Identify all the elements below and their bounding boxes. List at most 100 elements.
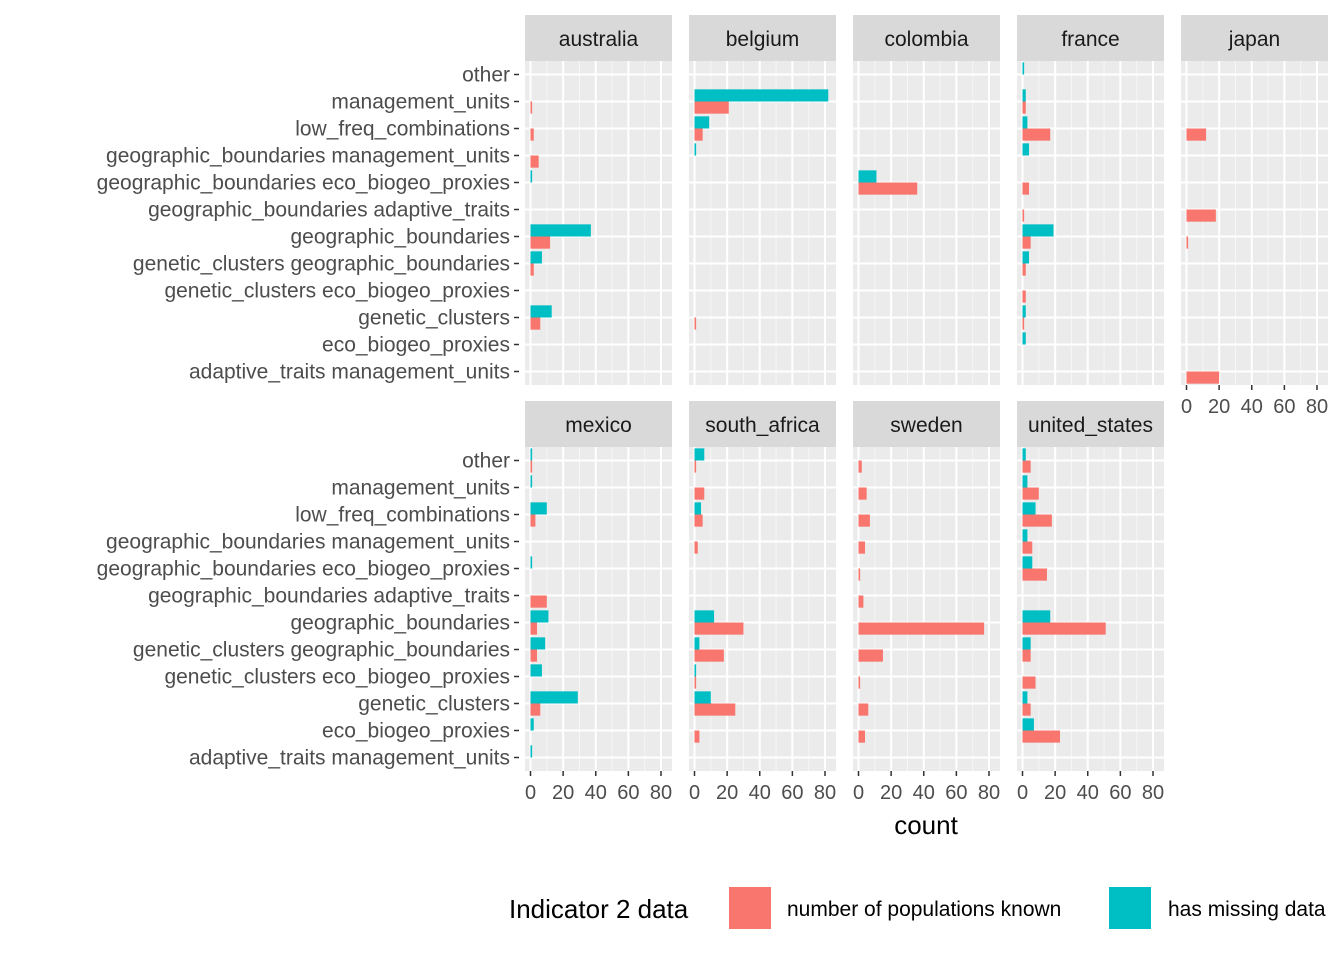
bar-missing-australia-5 <box>530 224 591 237</box>
category-label: genetic_clusters eco_biogeo_proxies <box>164 666 510 689</box>
category-label: genetic_clusters geographic_boundaries <box>133 639 510 662</box>
facet-strip <box>853 15 1000 61</box>
category-label: genetic_clusters geographic_boundaries <box>133 253 510 276</box>
x-tick-label: 80 <box>814 782 836 804</box>
category-labels-row-1: adaptive_traits management_units eco_biog… <box>97 64 519 384</box>
category-label: adaptive_traits management_units <box>189 361 510 384</box>
category-label: geographic_boundaries <box>290 226 510 249</box>
x-tick-label: 60 <box>617 782 639 804</box>
bar-missing-australia-2 <box>530 305 552 318</box>
x-tick-label: 40 <box>1241 396 1263 418</box>
bar-known-sweden-3 <box>858 676 861 689</box>
facet-panel-japan: japan 0 20 40 60 80 <box>1181 15 1328 418</box>
x-tick-label: 0 <box>525 782 536 804</box>
panel-background <box>853 447 1000 771</box>
x-tick-label: 40 <box>913 782 935 804</box>
panel-background <box>853 61 1000 385</box>
facet-strip-label: japan <box>1228 28 1280 51</box>
bar-missing-south_africa-3 <box>694 664 697 677</box>
bar-missing-south_africa-11 <box>694 448 705 461</box>
bar-missing-south_africa-5 <box>694 610 715 623</box>
bar-known-united_states-10 <box>1022 487 1039 500</box>
bar-known-australia-10 <box>530 101 533 114</box>
bar-missing-france-10 <box>1022 89 1026 102</box>
bar-missing-united_states-9 <box>1022 502 1036 515</box>
x-tick-label: 60 <box>781 782 803 804</box>
bar-known-united_states-3 <box>1022 676 1036 689</box>
x-tick-label: 80 <box>1306 396 1328 418</box>
x-axis-title: count <box>894 810 958 840</box>
facet-panels: australia belgium colombia france japan 0 20 40… <box>525 15 1328 804</box>
bar-known-australia-5 <box>530 236 551 249</box>
bar-known-south_africa-1 <box>694 730 700 743</box>
panel-background <box>689 447 836 771</box>
bar-known-belgium-10 <box>694 101 729 114</box>
panel-background <box>1181 61 1328 385</box>
facet-strip <box>1181 15 1328 61</box>
bar-missing-australia-7 <box>530 170 533 183</box>
bar-missing-south_africa-9 <box>694 502 702 515</box>
x-tick-label: 60 <box>945 782 967 804</box>
x-tick-label: 80 <box>978 782 1000 804</box>
category-label: geographic_boundaries adaptive_traits <box>148 199 510 222</box>
bar-missing-united_states-2 <box>1022 691 1028 704</box>
facet-panel-sweden: sweden 0 20 40 60 80 <box>853 401 1000 804</box>
bar-known-france-6 <box>1022 209 1025 222</box>
bar-known-mexico-4 <box>530 649 538 662</box>
bar-missing-france-1 <box>1022 332 1026 345</box>
facet-strip <box>853 401 1000 447</box>
bar-known-sweden-6 <box>858 595 864 608</box>
bar-known-france-4 <box>1022 263 1026 276</box>
category-label: management_units <box>331 477 510 500</box>
bar-known-mexico-9 <box>530 514 536 527</box>
panel-background <box>525 447 672 771</box>
category-label: other <box>462 64 510 87</box>
panel-background <box>1017 61 1164 385</box>
category-label: low_freq_combinations <box>295 118 510 141</box>
bar-known-south_africa-11 <box>694 460 697 473</box>
bar-missing-france-4 <box>1022 251 1030 264</box>
panel-background <box>525 61 672 385</box>
facet-panel-mexico: mexico 0 20 40 60 80 <box>525 401 672 804</box>
legend-label-known: number of populations known <box>787 898 1061 921</box>
bar-known-sweden-9 <box>858 514 870 527</box>
x-tick-label: 20 <box>716 782 738 804</box>
facet-strip-label: sweden <box>890 414 962 437</box>
bar-known-south_africa-8 <box>694 541 698 554</box>
bar-known-belgium-9 <box>694 128 703 141</box>
category-label: geographic_boundaries management_units <box>106 531 510 554</box>
facet-strip <box>1017 401 1164 447</box>
bar-known-united_states-4 <box>1022 649 1031 662</box>
category-label: low_freq_combinations <box>295 504 510 527</box>
bar-missing-australia-4 <box>530 251 542 264</box>
legend-key-known <box>729 887 771 929</box>
bar-missing-france-2 <box>1022 305 1026 318</box>
bar-known-colombia-7 <box>858 182 918 195</box>
bar-known-belgium-2 <box>694 317 697 330</box>
bar-known-sweden-10 <box>858 487 867 500</box>
bar-missing-mexico-9 <box>530 502 547 515</box>
category-label: eco_biogeo_proxies <box>322 720 510 743</box>
facet-panel-australia: australia <box>525 15 672 385</box>
x-tick-label: 0 <box>1017 782 1028 804</box>
bar-known-japan-6 <box>1186 209 1216 222</box>
bar-known-france-5 <box>1022 236 1031 249</box>
x-tick-label: 20 <box>552 782 574 804</box>
facet-panel-colombia: colombia <box>853 15 1000 385</box>
bar-known-united_states-1 <box>1022 730 1061 743</box>
bar-known-south_africa-2 <box>694 703 736 716</box>
bar-known-australia-8 <box>530 155 539 168</box>
category-labels-row-2: adaptive_traits management_units eco_biog… <box>97 450 519 770</box>
bar-known-sweden-1 <box>858 730 866 743</box>
x-tick-label: 40 <box>585 782 607 804</box>
category-label: geographic_boundaries adaptive_traits <box>148 585 510 608</box>
x-tick-label: 60 <box>1109 782 1131 804</box>
bar-known-france-3 <box>1022 290 1026 303</box>
bar-missing-belgium-8 <box>694 143 697 156</box>
facet-panel-belgium: belgium <box>689 15 836 385</box>
bar-known-south_africa-10 <box>694 487 705 500</box>
bar-missing-mexico-10 <box>530 475 533 488</box>
legend-label-missing: has missing data <box>1168 898 1326 921</box>
bar-known-sweden-8 <box>858 541 866 554</box>
legend-key-missing <box>1109 887 1151 929</box>
